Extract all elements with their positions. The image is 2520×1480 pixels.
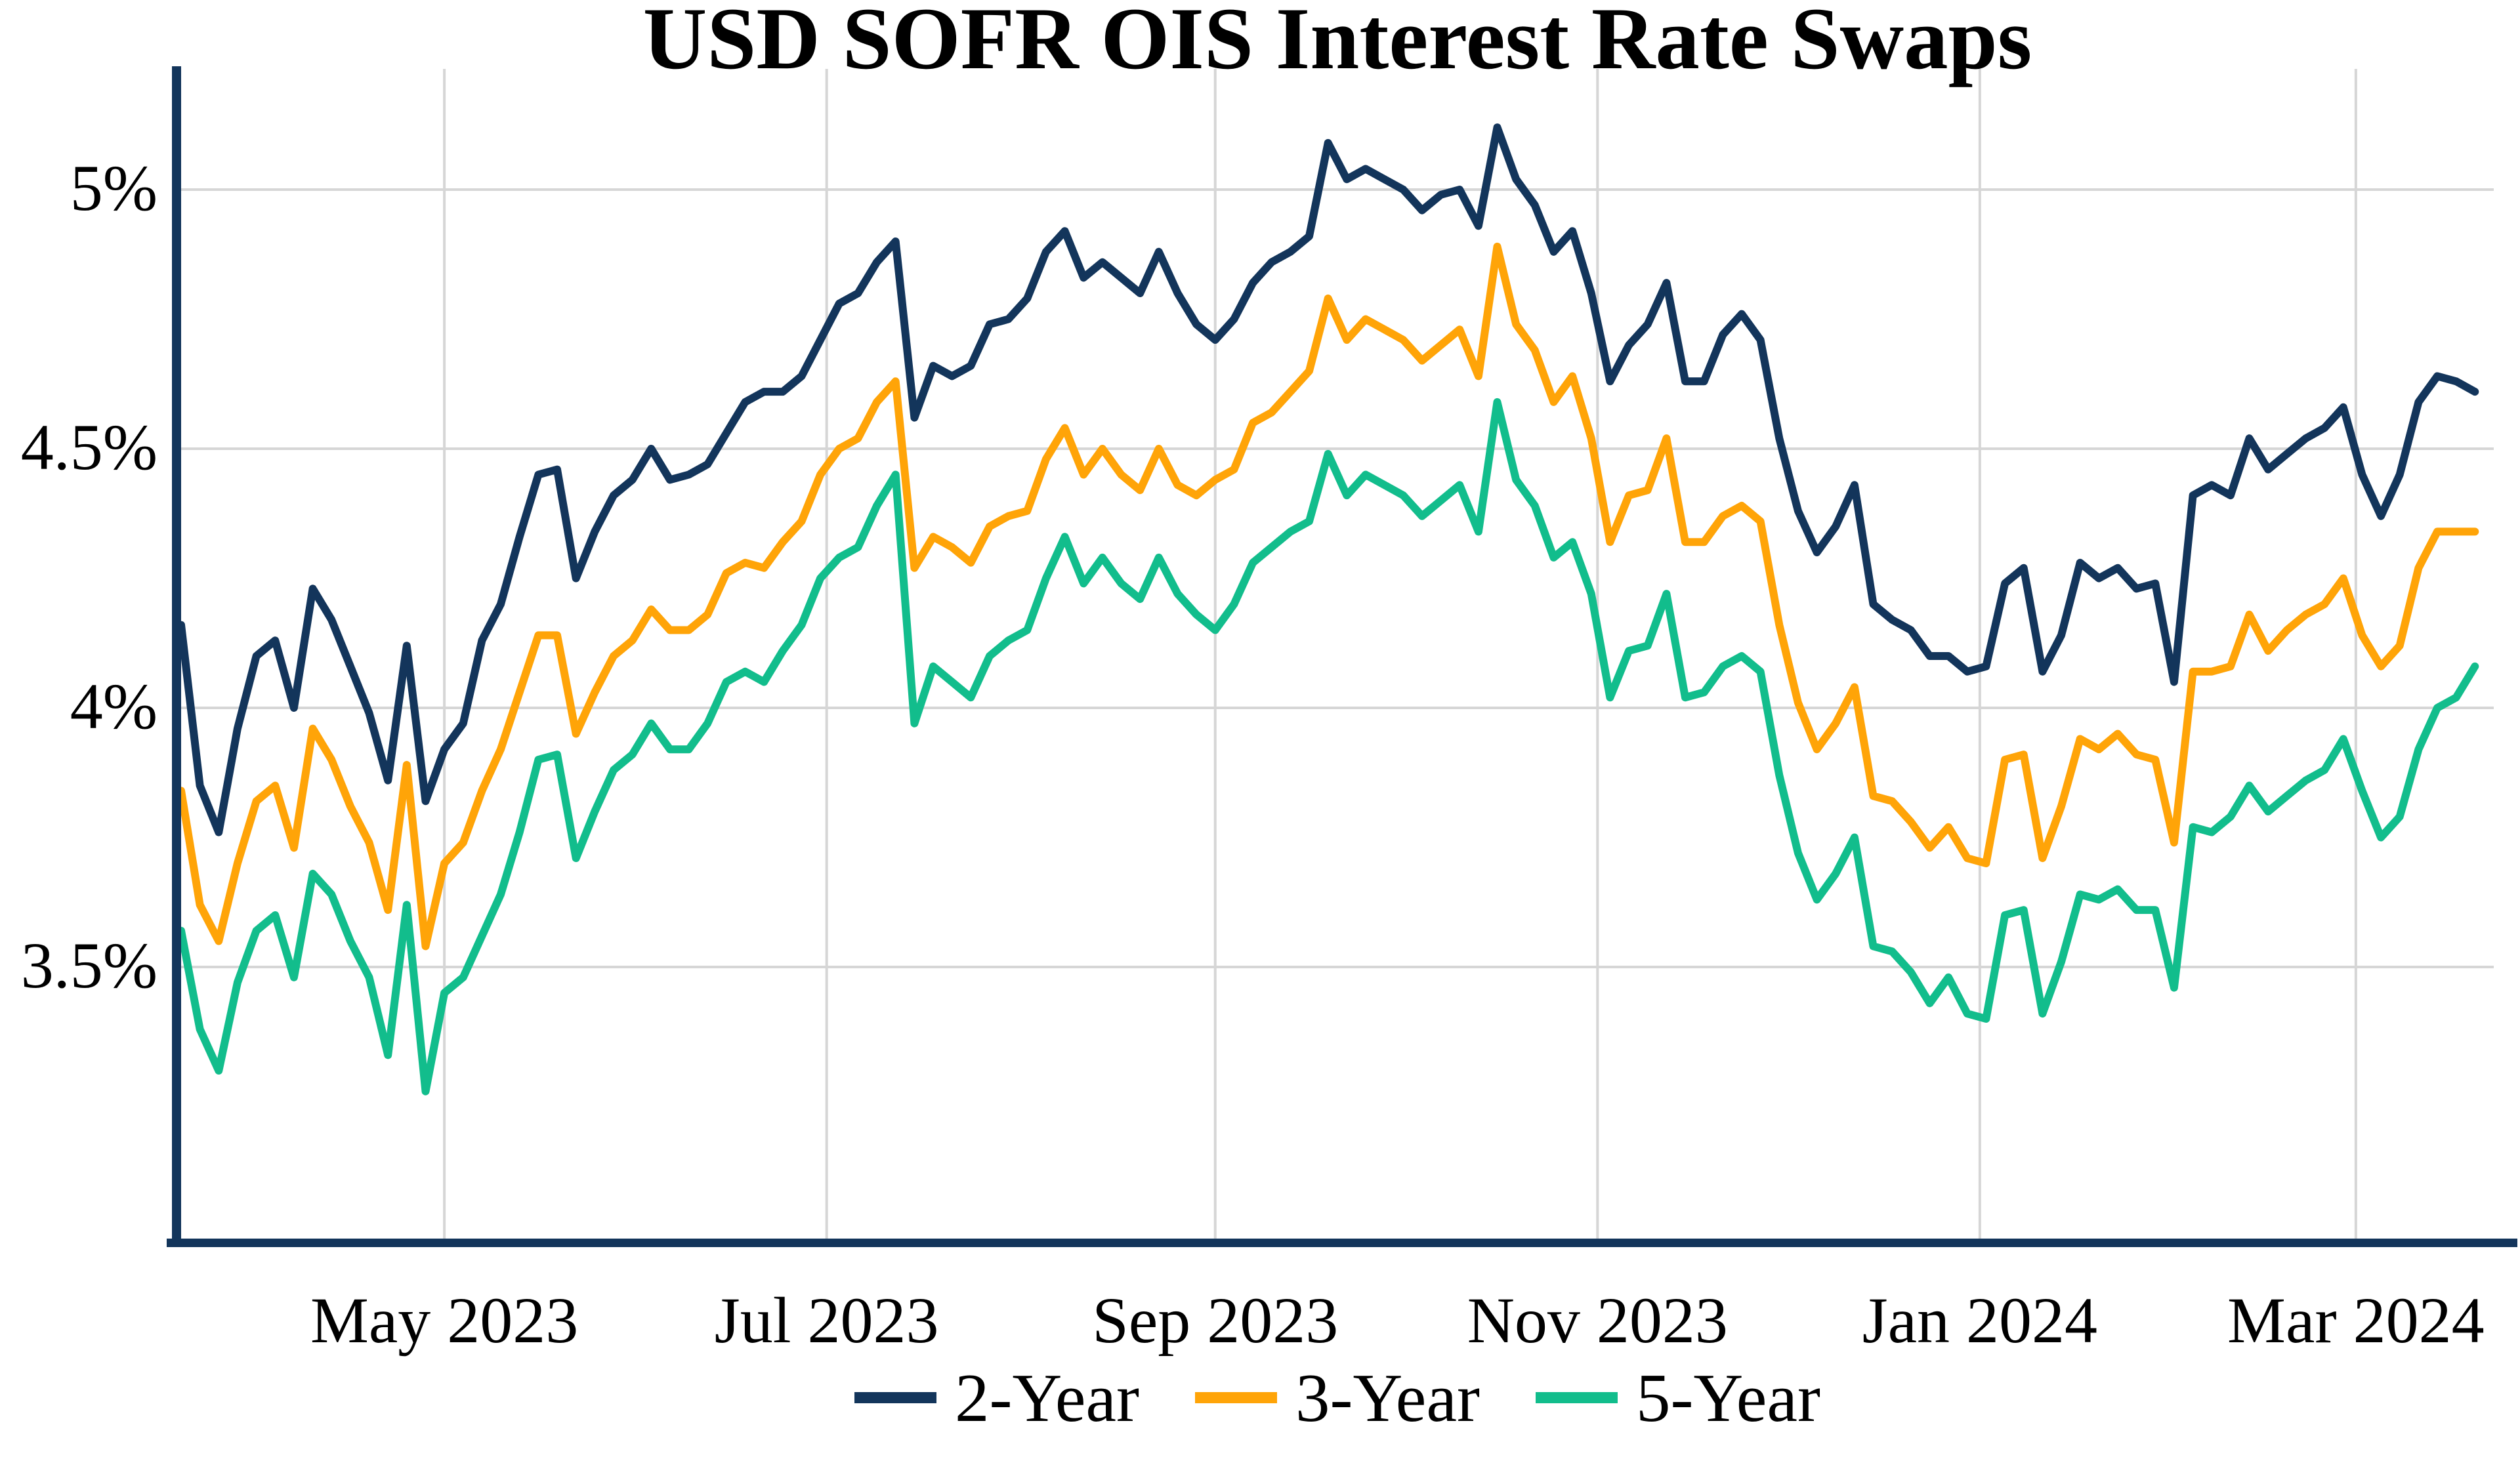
series-2-year-line [177,123,2479,836]
x-tick-label: Jul 2023 [714,1284,939,1357]
legend-item-2-year: 2-Year [854,1358,1139,1437]
series-3-year-line [177,242,2479,951]
y-tick-label: 4.5% [20,411,158,484]
legend-label-3-year: 3-Year [1295,1359,1480,1436]
y-tick-label: 4% [70,670,158,743]
series-5-year-line [177,398,2479,1096]
x-tick-label: Nov 2023 [1467,1284,1728,1357]
legend: 2-Year 3-Year 5-Year [181,1358,2494,1437]
legend-swatch-2-year [854,1392,937,1403]
y-tick-label: 3.5% [20,929,158,1002]
legend-item-5-year: 5-Year [1535,1358,1820,1437]
x-tick-label: Mar 2024 [2227,1284,2485,1357]
x-tick-label: Jan 2024 [1862,1284,2097,1357]
legend-swatch-5-year [1535,1392,1618,1403]
x-tick-label: Sep 2023 [1092,1284,1339,1357]
y-axis-spine [172,66,181,1247]
chart-title: USD SOFR OIS Interest Rate Swaps [642,0,2032,88]
legend-item-3-year: 3-Year [1195,1358,1480,1437]
legend-label-5-year: 5-Year [1635,1359,1820,1436]
legend-swatch-3-year [1195,1392,1278,1403]
x-axis-spine [167,1239,2517,1247]
y-tick-label: 5% [70,152,158,225]
x-tick-label: May 2023 [310,1284,579,1357]
legend-label-2-year: 2-Year [955,1359,1140,1436]
